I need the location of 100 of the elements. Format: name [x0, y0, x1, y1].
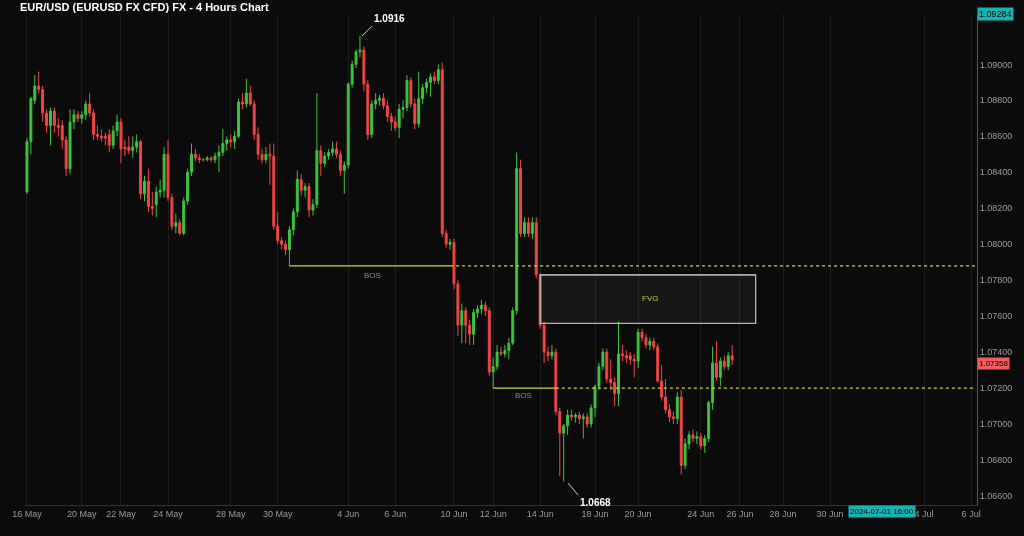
text: 1.09284	[979, 9, 1012, 19]
y-tick-label: 1.07200	[979, 383, 1013, 394]
candlestick	[319, 144, 323, 177]
x-tick-label: 30 May	[262, 508, 293, 519]
candlestick	[519, 159, 523, 238]
x-tick-label: 20 Jun	[624, 508, 652, 519]
candlestick	[570, 409, 573, 421]
y-tick-label: 1.06600	[979, 491, 1013, 502]
candlestick	[323, 151, 327, 168]
candlestick	[730, 344, 734, 366]
x-tick-label: 18 Jun	[581, 508, 609, 519]
candlestick	[264, 146, 268, 164]
candlestick	[585, 412, 589, 429]
annotation: FVG	[642, 294, 659, 303]
candlestick	[448, 238, 452, 251]
candlestick	[244, 78, 248, 109]
x-tick-label: 22 May	[106, 508, 137, 519]
candlestick	[197, 153, 201, 164]
annotation: BOS	[364, 271, 381, 280]
chart-title: EUR/USD (EURUSD FX CFD) FX - 4 Hours Chart	[20, 0, 270, 13]
candlestick	[52, 107, 56, 134]
x-tick-label: 4 Jun	[337, 508, 360, 519]
candlestick	[530, 216, 534, 240]
x-tick-label: 12 Jun	[479, 508, 507, 519]
y-tick-label: 1.07000	[979, 419, 1013, 430]
candlestick	[299, 173, 303, 197]
x-tick-label: 6 Jul	[961, 508, 981, 519]
candlestick	[464, 306, 468, 344]
candlestick	[139, 139, 143, 200]
candlestick	[205, 155, 209, 162]
y-tick-label: 1.08800	[979, 95, 1013, 106]
candlestick	[417, 71, 421, 128]
candlestick	[178, 218, 182, 236]
y-tick-label: 1.06800	[979, 455, 1013, 466]
candlestick	[240, 92, 244, 110]
candlestick	[119, 117, 123, 164]
candlestick	[479, 299, 483, 315]
x-tick-label: 28 May	[215, 508, 246, 519]
y-tick-label: 1.09000	[979, 59, 1013, 70]
candlestick	[460, 303, 464, 344]
candlestick	[397, 103, 401, 139]
candlestick	[487, 306, 491, 377]
candlestick	[284, 240, 287, 256]
y-tick-label: 1.07400	[979, 347, 1013, 358]
y-tick-label: 1.08400	[979, 167, 1013, 178]
y-tick-label: 1.08200	[979, 203, 1013, 214]
candlestick	[550, 344, 554, 360]
x-tick-label: 4 Jul	[914, 508, 934, 519]
candlestick	[675, 391, 679, 425]
candlestick	[174, 213, 178, 234]
candlestick	[68, 108, 72, 175]
candlestick	[718, 357, 722, 387]
candlestick	[429, 72, 432, 98]
candlestick	[193, 148, 197, 162]
x-tick-label: 24 May	[153, 508, 184, 519]
candlestick	[127, 135, 131, 155]
candlestick	[432, 71, 436, 85]
x-tick-label: 26 Jun	[726, 508, 754, 519]
candlestick	[632, 353, 636, 378]
candlestick	[436, 63, 440, 85]
x-tick-label: 10 Jun	[440, 508, 468, 519]
candlestick	[636, 328, 640, 369]
candlestick	[84, 99, 88, 121]
candlestick	[624, 349, 628, 364]
candlestick	[107, 128, 111, 153]
candlestick	[49, 107, 52, 146]
annotation: BOS	[515, 391, 532, 400]
y-tick-label: 1.08600	[979, 131, 1013, 142]
candlestick	[99, 128, 103, 143]
candlestick	[146, 168, 150, 213]
candlestick	[209, 155, 213, 162]
candlestick	[76, 110, 80, 123]
candlestick	[581, 412, 585, 439]
candlestick	[644, 333, 648, 350]
candlestick	[331, 141, 334, 157]
candlestick	[162, 146, 166, 198]
candlestick	[307, 182, 311, 218]
candlestick	[378, 94, 382, 107]
x-tick-label: 20 May	[67, 508, 98, 519]
x-tick-label: 28 Jun	[769, 508, 797, 519]
candlestick	[691, 428, 695, 443]
x-tick-label: 24 Jun	[687, 508, 715, 519]
annotation: 1.0668	[580, 497, 612, 508]
candlestick	[523, 216, 526, 238]
candlestick	[303, 182, 307, 198]
x-tick-label: 6 Jun	[384, 508, 407, 519]
y-tick-label: 1.07800	[979, 275, 1013, 286]
candlestick	[726, 351, 730, 371]
y-tick-label: 1.08000	[979, 239, 1013, 250]
candlestick	[679, 389, 683, 475]
candlestick	[472, 308, 476, 346]
candlestick	[143, 175, 146, 202]
x-tick-label: 30 Jun	[816, 508, 844, 519]
candlestick	[526, 216, 530, 238]
x-tick-label: 14 Jun	[526, 508, 554, 519]
x-tick-label: 16 May	[12, 508, 43, 519]
candlestick	[695, 430, 699, 445]
text: 1.07358	[979, 359, 1009, 368]
annotation: 1.0916	[374, 13, 406, 24]
candlestick	[617, 321, 620, 407]
